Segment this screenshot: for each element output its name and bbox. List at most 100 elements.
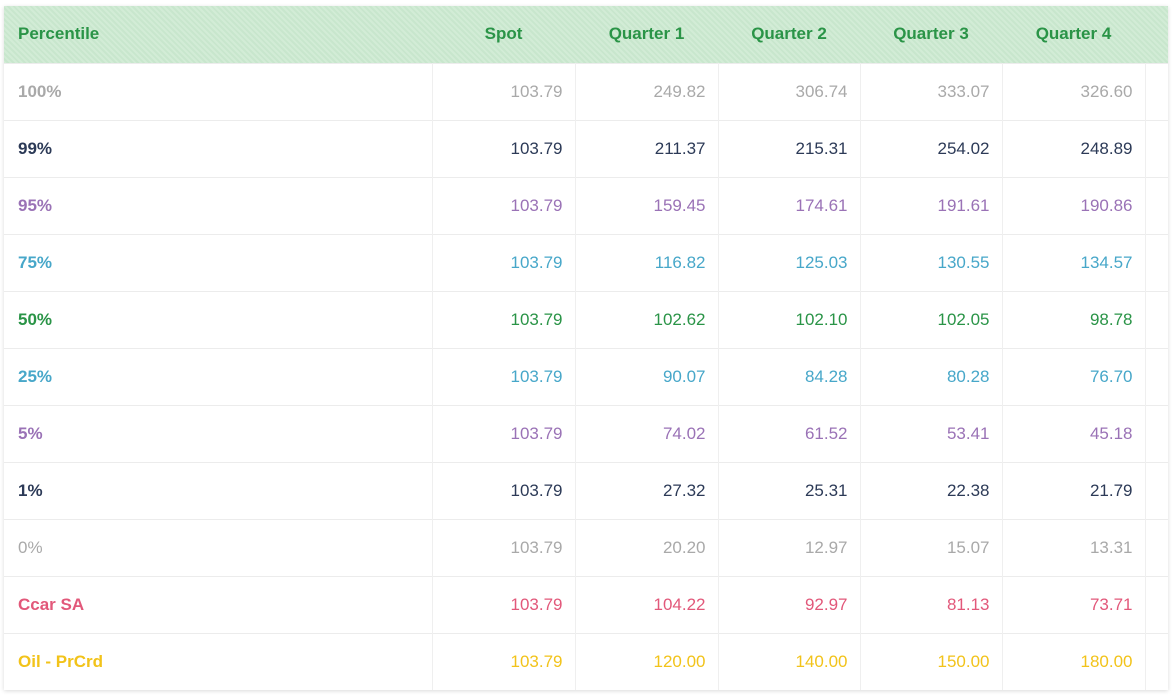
value-cell: 249.82: [574, 63, 718, 120]
row-spacer: [1144, 519, 1168, 576]
value-cell: 103.79: [431, 291, 575, 348]
table-row: 99% 103.79 211.37 215.31 254.02 248.89: [4, 120, 1168, 177]
row-label: Ccar SA: [18, 594, 85, 614]
table-row: 75% 103.79 116.82 125.03 130.55 134.57: [4, 234, 1168, 291]
value-cell: 306.74: [717, 63, 860, 120]
value-cell: 125.03: [717, 234, 860, 291]
value-cell: 80.28: [859, 348, 1002, 405]
row-label: Oil - PrCrd: [18, 651, 104, 671]
value-cell: 53.41: [859, 405, 1002, 462]
value-cell: 13.31: [1001, 519, 1145, 576]
value-cell: 98.78: [1001, 291, 1145, 348]
value-cell: 21.79: [1001, 462, 1145, 519]
value-cell: 103.79: [431, 462, 575, 519]
row-label: 75%: [18, 252, 53, 272]
value-cell: 103.79: [431, 633, 575, 690]
header-spacer: [1145, 6, 1168, 63]
row-spacer: [1144, 120, 1168, 177]
column-header: Quarter 1: [608, 24, 685, 44]
value-cell: 254.02: [859, 120, 1002, 177]
value-cell: 103.79: [431, 576, 575, 633]
table-header: Percentile Spot Quarter 1 Quarter 2 Quarter …: [4, 6, 1168, 63]
value-cell: 15.07: [859, 519, 1002, 576]
value-cell: 326.60: [1001, 63, 1145, 120]
column-header: Percentile: [18, 24, 100, 44]
row-label: 1%: [18, 480, 43, 500]
row-spacer: [1144, 633, 1168, 690]
table-panel: Percentile Spot Quarter 1 Quarter 2 Quarter …: [4, 6, 1168, 690]
value-cell: 211.37: [574, 120, 718, 177]
row-label: 5%: [18, 423, 43, 443]
value-cell: 248.89: [1001, 120, 1145, 177]
value-cell: 25.31: [717, 462, 860, 519]
value-cell: 174.61: [717, 177, 860, 234]
table-row: 100% 103.79 249.82 306.74 333.07 326.60: [4, 63, 1168, 120]
value-cell: 130.55: [859, 234, 1002, 291]
column-header: Quarter 2: [751, 24, 827, 44]
value-cell: 102.62: [574, 291, 718, 348]
value-cell: 103.79: [431, 234, 575, 291]
row-spacer: [1144, 576, 1168, 633]
value-cell: 102.05: [859, 291, 1002, 348]
value-cell: 103.79: [431, 519, 575, 576]
column-header: Quarter 3: [893, 24, 969, 44]
value-cell: 84.28: [717, 348, 860, 405]
value-cell: 81.13: [859, 576, 1002, 633]
value-cell: 103.79: [431, 348, 575, 405]
table-row: 5% 103.79 74.02 61.52 53.41 45.18: [4, 405, 1168, 462]
value-cell: 74.02: [574, 405, 718, 462]
value-cell: 45.18: [1001, 405, 1145, 462]
table-row: 95% 103.79 159.45 174.61 191.61 190.86: [4, 177, 1168, 234]
value-cell: 73.71: [1001, 576, 1145, 633]
value-cell: 333.07: [859, 63, 1002, 120]
value-cell: 103.79: [431, 177, 575, 234]
row-spacer: [1144, 348, 1168, 405]
value-cell: 191.61: [859, 177, 1002, 234]
value-cell: 22.38: [859, 462, 1002, 519]
value-cell: 76.70: [1001, 348, 1145, 405]
column-header: Spot: [484, 24, 523, 44]
row-spacer: [1144, 291, 1168, 348]
table-row: 1% 103.79 27.32 25.31 22.38 21.79: [4, 462, 1168, 519]
value-cell: 27.32: [574, 462, 718, 519]
value-cell: 190.86: [1001, 177, 1145, 234]
value-cell: 150.00: [859, 633, 1002, 690]
row-label: 25%: [18, 366, 53, 386]
value-cell: 20.20: [574, 519, 718, 576]
table-row: 50% 103.79 102.62 102.10 102.05 98.78: [4, 291, 1168, 348]
row-label: 95%: [18, 195, 53, 215]
row-label: 100%: [18, 81, 62, 101]
value-cell: 103.79: [431, 405, 575, 462]
row-label: 50%: [18, 309, 53, 329]
value-cell: 92.97: [717, 576, 860, 633]
header-row: Percentile Spot Quarter 1 Quarter 2 Quarter …: [4, 6, 1168, 63]
row-spacer: [1144, 234, 1168, 291]
value-cell: 140.00: [717, 633, 860, 690]
row-spacer: [1144, 405, 1168, 462]
column-header: Quarter 4: [1035, 24, 1112, 44]
value-cell: 103.79: [431, 120, 575, 177]
value-cell: 134.57: [1001, 234, 1145, 291]
table-row: 0% 103.79 20.20 12.97 15.07 13.31: [4, 519, 1168, 576]
value-cell: 215.31: [717, 120, 860, 177]
table-body: 100% 103.79 249.82 306.74 333.07 326.60 99% 103…: [4, 63, 1168, 690]
value-cell: 116.82: [574, 234, 718, 291]
value-cell: 103.79: [431, 63, 575, 120]
row-label: 99%: [18, 138, 53, 158]
value-cell: 12.97: [717, 519, 860, 576]
value-cell: 180.00: [1001, 633, 1145, 690]
value-cell: 102.10: [717, 291, 860, 348]
table-row: Ccar SA 103.79 104.22 92.97 81.13 73.71: [4, 576, 1168, 633]
value-cell: 159.45: [574, 177, 718, 234]
value-cell: 104.22: [574, 576, 718, 633]
percentile-table: Percentile Spot Quarter 1 Quarter 2 Quarter …: [4, 6, 1168, 690]
row-label: 0%: [18, 537, 43, 557]
row-spacer: [1144, 63, 1168, 120]
value-cell: 120.00: [574, 633, 718, 690]
table-row: 25% 103.79 90.07 84.28 80.28 76.70: [4, 348, 1168, 405]
table-row: Oil - PrCrd 103.79 120.00 140.00 150.00 180.0…: [4, 633, 1168, 690]
value-cell: 61.52: [717, 405, 860, 462]
row-spacer: [1144, 177, 1168, 234]
row-spacer: [1144, 462, 1168, 519]
value-cell: 90.07: [574, 348, 718, 405]
